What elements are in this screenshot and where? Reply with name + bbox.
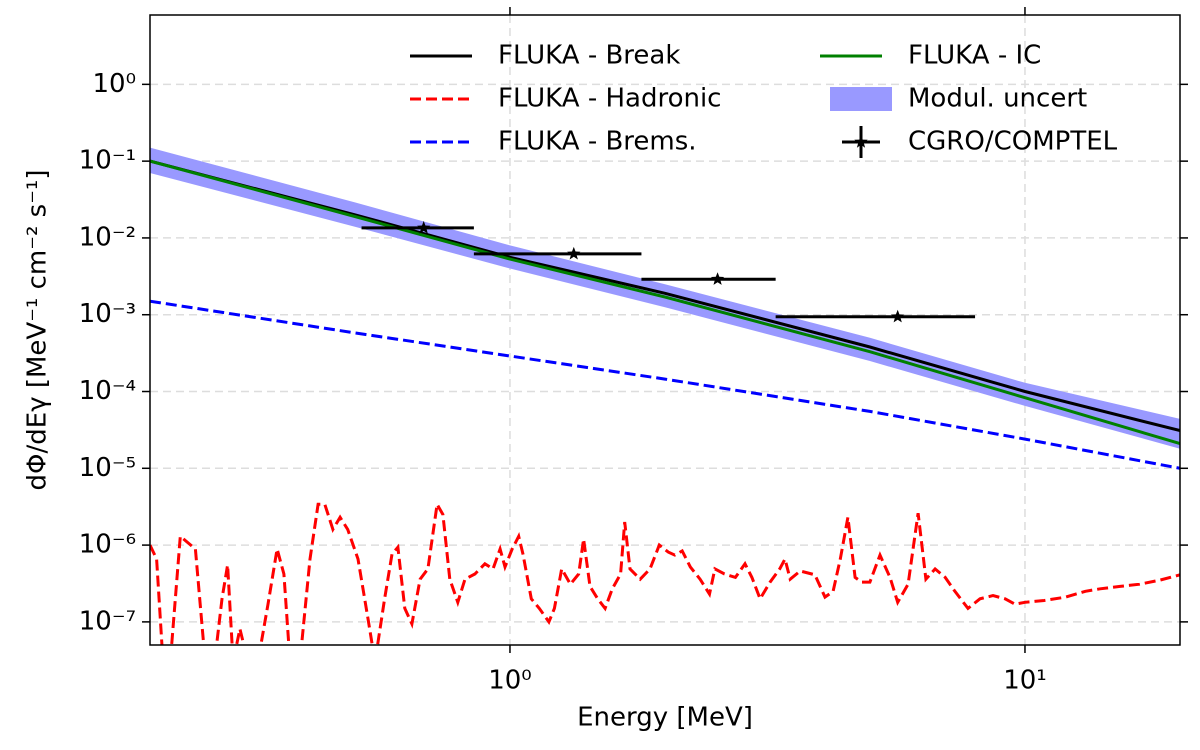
data-point	[710, 272, 725, 285]
legend-swatch	[854, 135, 868, 148]
y-tick-label: 10⁻²	[79, 222, 136, 252]
x-tick-label: 10⁰	[488, 666, 532, 696]
legend-label: FLUKA - Break	[498, 41, 680, 71]
y-tick-label: 10⁻¹	[79, 146, 136, 176]
legend-label: Modul. uncert	[908, 84, 1087, 114]
x-axis-label: Energy [MeV]	[577, 703, 753, 733]
y-tick-label: 10⁰	[92, 69, 136, 99]
legend-label: FLUKA - IC	[908, 41, 1041, 71]
y-tick-label: 10⁻⁴	[79, 376, 136, 406]
y-axis-label: dΦ/dEγ [MeV⁻¹ cm⁻² s⁻¹]	[23, 170, 53, 491]
legend-label: FLUKA - Brems.	[498, 127, 697, 157]
series-line	[150, 159, 1180, 433]
plot-area	[150, 15, 1180, 645]
y-tick-label: 10⁻³	[79, 299, 136, 329]
y-tick-label: 10⁻⁷	[79, 606, 136, 636]
axes-frame	[149, 14, 1181, 646]
x-tick-label: 10¹	[1003, 666, 1047, 696]
series-line	[150, 159, 1180, 446]
series-line	[150, 299, 1180, 470]
legend-label: CGRO/COMPTEL	[908, 127, 1118, 157]
series-line	[150, 499, 1180, 645]
legend-label: FLUKA - Hadronic	[498, 84, 721, 114]
data-point	[417, 220, 431, 234]
legend-swatch	[830, 87, 892, 111]
data-point	[567, 246, 581, 260]
y-tick-label: 10⁻⁵	[79, 453, 136, 483]
data-point	[891, 309, 905, 323]
y-tick-label: 10⁻⁶	[79, 530, 136, 560]
